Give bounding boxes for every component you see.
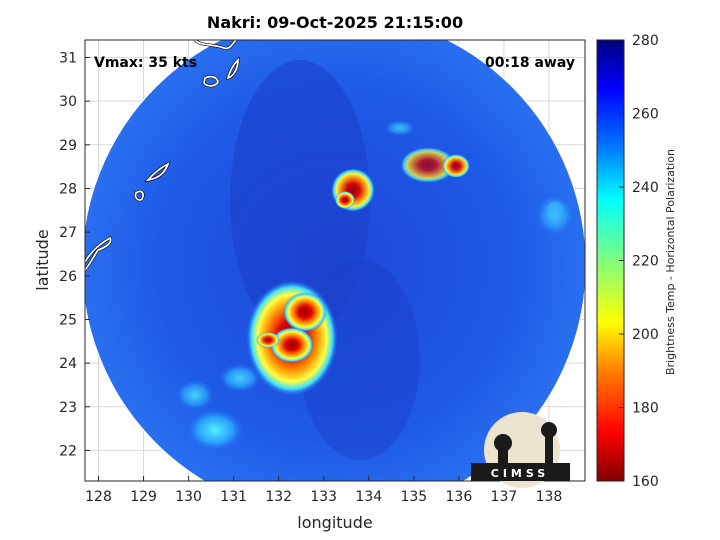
x-tick-label: 129 <box>130 489 157 505</box>
x-tick-label: 134 <box>355 489 382 505</box>
satellite-swath <box>85 40 585 481</box>
x-axis-label: longitude <box>297 513 372 532</box>
y-tick-label: 28 <box>59 181 77 197</box>
x-tick-label: 138 <box>536 489 563 505</box>
colorbar-tick-label: 160 <box>632 474 659 490</box>
y-tick-label: 23 <box>59 400 77 416</box>
water-tower-icon <box>541 422 557 438</box>
x-tick-label: 135 <box>400 489 427 505</box>
y-tick-label: 22 <box>59 443 77 459</box>
colorbar-ticks: 280 260 240 220 200 180 160 <box>619 33 659 490</box>
colorbar-tick-label: 260 <box>632 107 659 123</box>
cimss-logo-text: CIMSS <box>491 467 549 480</box>
y-tick-label: 30 <box>59 94 77 110</box>
colorbar-tick-label: 200 <box>632 327 659 343</box>
x-tick-label: 137 <box>491 489 518 505</box>
axis-ticks: 128 129 130 131 132 133 134 135 136 137 138 22 23 24 2… <box>59 50 562 505</box>
x-tick-label: 128 <box>85 489 112 505</box>
x-tick-label: 136 <box>446 489 473 505</box>
y-tick-label: 25 <box>59 312 77 328</box>
time-away-label: 00:18 away <box>485 55 575 71</box>
x-tick-label: 133 <box>310 489 337 505</box>
y-tick-label: 24 <box>59 356 77 372</box>
vmax-label: Vmax: 35 kts <box>94 55 197 71</box>
y-tick-label: 31 <box>59 50 77 66</box>
cimss-logo: CIMSS <box>471 412 570 488</box>
y-tick-label: 29 <box>59 138 77 154</box>
axes-frame <box>84 39 586 482</box>
colorbar-tick-label: 180 <box>632 401 659 417</box>
y-tick-label: 26 <box>59 269 77 285</box>
colorbar-label: Brightness Temp - Horizontal Polarizatio… <box>664 149 677 375</box>
x-tick-label: 132 <box>265 489 292 505</box>
coastlines <box>85 40 240 271</box>
y-tick-label: 27 <box>59 225 77 241</box>
colorbar-tick-label: 280 <box>632 33 659 49</box>
x-tick-label: 130 <box>175 489 202 505</box>
colorbar-tick-label: 220 <box>632 254 659 270</box>
figure-title: Nakri: 09-Oct-2025 21:15:00 <box>207 13 463 32</box>
colorbar-tick-label: 240 <box>632 180 659 196</box>
x-tick-label: 131 <box>220 489 247 505</box>
y-axis-label: latitude <box>33 229 52 290</box>
